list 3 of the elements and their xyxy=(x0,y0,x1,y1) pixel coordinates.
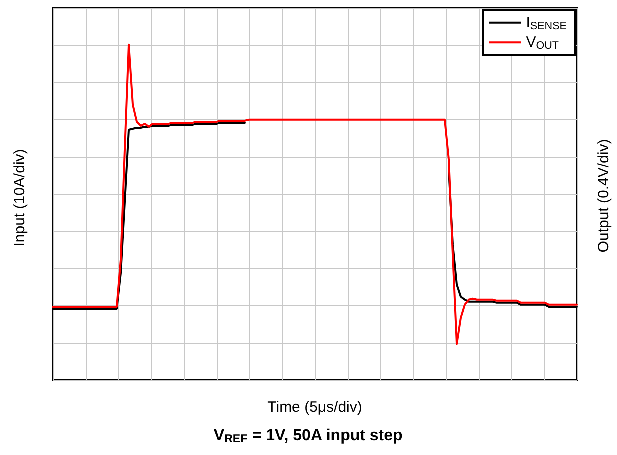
x-axis-title: Time (5μs/div) xyxy=(268,399,362,416)
y2-axis-title: Output (0.4V/div) xyxy=(596,139,612,253)
y-axis-title: Input (10A/div) xyxy=(12,149,28,247)
